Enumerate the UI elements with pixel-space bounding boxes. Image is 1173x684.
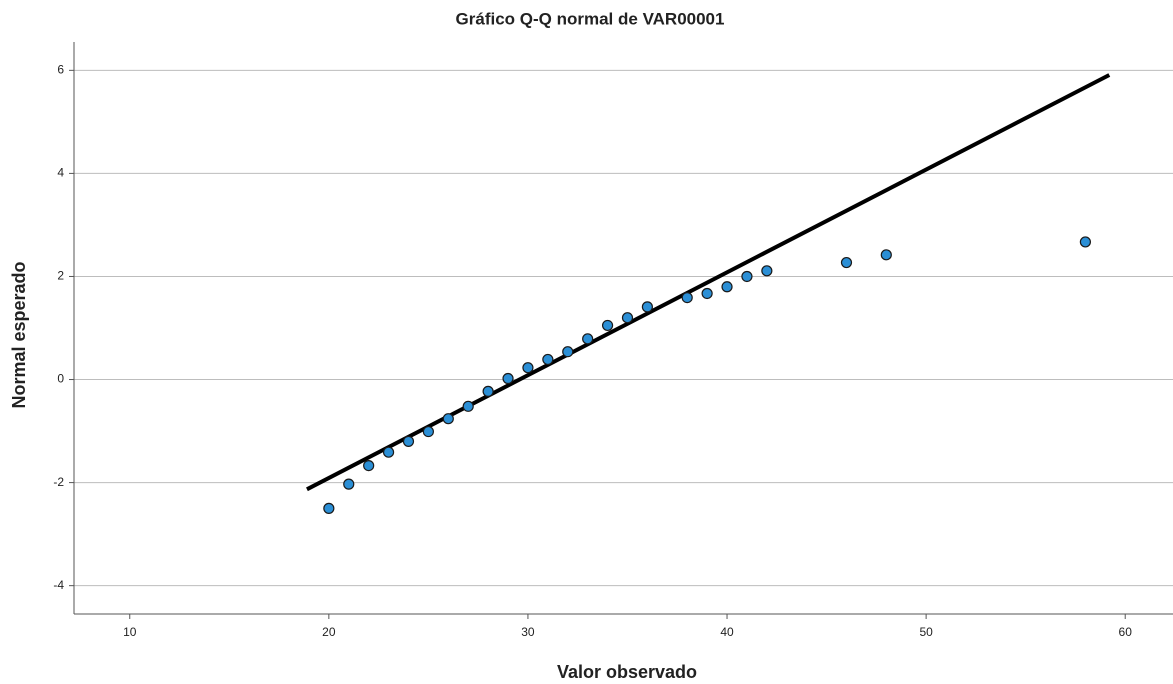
point	[402, 435, 415, 447]
point	[363, 459, 375, 472]
x-tick-label: 60	[1119, 625, 1133, 639]
reference-line	[306, 73, 1111, 492]
point	[621, 312, 634, 324]
x-tick-label: 30	[521, 625, 535, 639]
point	[741, 270, 753, 283]
y-tick-label: 4	[57, 166, 64, 180]
y-tick-label: 0	[57, 372, 64, 386]
x-tick-label: 10	[123, 625, 137, 639]
x-axis-label: Valor observado	[557, 662, 697, 682]
point	[542, 353, 554, 366]
point	[880, 249, 892, 261]
point	[681, 291, 693, 304]
point	[382, 446, 395, 458]
point	[482, 385, 494, 397]
point	[641, 301, 653, 313]
point	[721, 281, 733, 293]
y-tick-label: 6	[57, 63, 64, 77]
point	[601, 319, 614, 332]
y-tick-label: -2	[53, 475, 64, 489]
x-tick-label: 50	[919, 625, 933, 639]
y-axis-label: Normal esperado	[9, 261, 29, 408]
point	[582, 333, 594, 345]
point	[502, 372, 514, 385]
point	[701, 287, 713, 300]
point	[761, 265, 773, 277]
point	[562, 346, 574, 358]
point	[462, 400, 474, 412]
point	[840, 256, 853, 269]
x-tick-label: 20	[322, 625, 336, 639]
point	[1079, 236, 1091, 248]
point	[343, 478, 355, 490]
point	[442, 413, 454, 425]
chart-title: Gráfico Q-Q normal de VAR00001	[456, 9, 725, 28]
point	[323, 502, 335, 514]
x-tick-label: 40	[720, 625, 734, 639]
y-tick-label: 2	[57, 269, 64, 283]
point	[422, 425, 434, 438]
point	[522, 362, 534, 374]
y-tick-label: -4	[53, 578, 64, 592]
